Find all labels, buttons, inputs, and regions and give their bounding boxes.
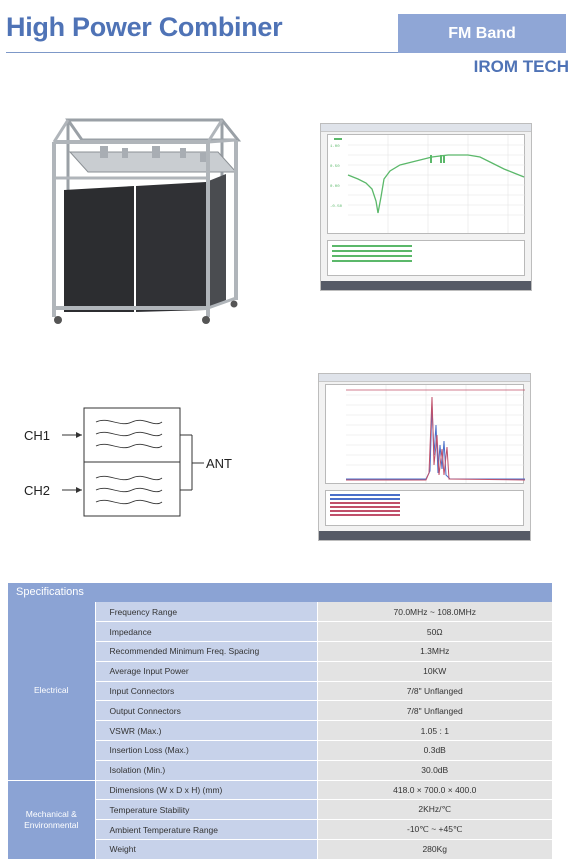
spec-parameter: VSWR (Max.) (95, 720, 318, 742)
spec-parameter: Input Connectors (95, 681, 318, 702)
table-row: Average Input Power 10KW (8, 661, 552, 682)
analyzer-screenshot-response: 1.00 0.50 0.00 -0.50 (320, 123, 532, 291)
table-row: VSWR (Max.) 1.05 : 1 (8, 720, 552, 742)
analyzer-menu-bar (319, 374, 530, 382)
table-row: Electrical Frequency Range 70.0MHz ~ 108.0… (8, 602, 552, 781)
table-row: Weight 280Kg (8, 839, 552, 860)
table-row: Insertion Loss (Max.) 0.3dB (8, 740, 552, 761)
specifications-header: Specifications (8, 583, 552, 602)
table-row: Isolation (Min.) 30.0dB (8, 760, 552, 781)
spec-value: -10℃ ~ +45℃ (317, 819, 552, 841)
table-row: Ambient Temperature Range -10℃ ~ +45℃ (8, 819, 552, 841)
spec-value: 30.0dB (317, 760, 552, 781)
ant-label: ANT (206, 456, 232, 471)
spec-value: 1.05 : 1 (317, 720, 552, 742)
svg-text:0.00: 0.00 (330, 185, 340, 189)
svg-text:1.00: 1.00 (330, 145, 340, 149)
table-row: Mechanical & Environmental Dimensions (W … (8, 780, 552, 860)
ch2-label: CH2 (24, 483, 50, 498)
marker-list (327, 240, 525, 276)
spec-parameter: Impedance (95, 621, 318, 643)
marker-list (325, 490, 524, 526)
title-divider (6, 52, 398, 53)
spec-parameter: Average Input Power (95, 661, 318, 682)
spec-value: 1.3MHz (317, 641, 552, 662)
spec-value: 280Kg (317, 839, 552, 860)
spec-value: 50Ω (317, 621, 552, 643)
spec-value: 70.0MHz ~ 108.0MHz (317, 602, 552, 623)
block-diagram: CH1 CH2 ANT (24, 407, 232, 517)
spec-value: 10KW (317, 661, 552, 682)
table-row: Temperature Stability 2KHz/℃ (8, 799, 552, 821)
spec-parameter: Frequency Range (95, 602, 318, 623)
product-photo (52, 118, 242, 324)
response-trace: 1.00 0.50 0.00 -0.50 (330, 135, 526, 233)
analyzer-status-bar (321, 281, 531, 290)
spec-parameter: Dimensions (W x D x H) (mm) (95, 780, 318, 801)
svg-text:-0.50: -0.50 (330, 205, 343, 209)
table-row: Impedance 50Ω (8, 621, 552, 643)
company-name: IROM TECH (473, 57, 569, 76)
spec-value: 7/8" Unflanged (317, 681, 552, 702)
analyzer-status-bar (319, 531, 530, 540)
analyzer-plot: 1.00 0.50 0.00 -0.50 (327, 134, 526, 234)
specifications-table: Electrical Frequency Range 70.0MHz ~ 108.0… (8, 602, 552, 860)
band-badge: FM Band (398, 14, 566, 53)
spec-parameter: Ambient Temperature Range (95, 819, 318, 841)
table-row: Recommended Minimum Freq. Spacing 1.3MHz (8, 641, 552, 662)
spec-value: 2KHz/℃ (317, 799, 552, 821)
spec-value: 418.0 × 700.0 × 400.0 (317, 780, 552, 801)
analyzer-screenshot-isolation (318, 373, 531, 541)
table-row: Output Connectors 7/8" Unflanged (8, 700, 552, 722)
svg-text:0.50: 0.50 (330, 165, 340, 169)
spec-parameter: Isolation (Min.) (95, 760, 318, 781)
analyzer-plot (325, 384, 526, 484)
spec-parameter: Recommended Minimum Freq. Spacing (95, 641, 318, 662)
spec-parameter: Temperature Stability (95, 799, 318, 821)
spec-value: 0.3dB (317, 740, 552, 761)
analyzer-menu-bar (321, 124, 531, 132)
spec-group-label: Electrical (8, 602, 96, 781)
ch1-label: CH1 (24, 428, 50, 443)
table-row: Input Connectors 7/8" Unflanged (8, 681, 552, 702)
spec-parameter: Weight (95, 839, 318, 860)
spec-parameter: Output Connectors (95, 700, 318, 722)
spec-group-label: Mechanical & Environmental (8, 780, 96, 860)
spec-value: 7/8" Unflanged (317, 700, 552, 722)
spec-parameter: Insertion Loss (Max.) (95, 740, 318, 761)
isolation-trace (346, 385, 526, 483)
page-title: High Power Combiner (6, 12, 283, 42)
